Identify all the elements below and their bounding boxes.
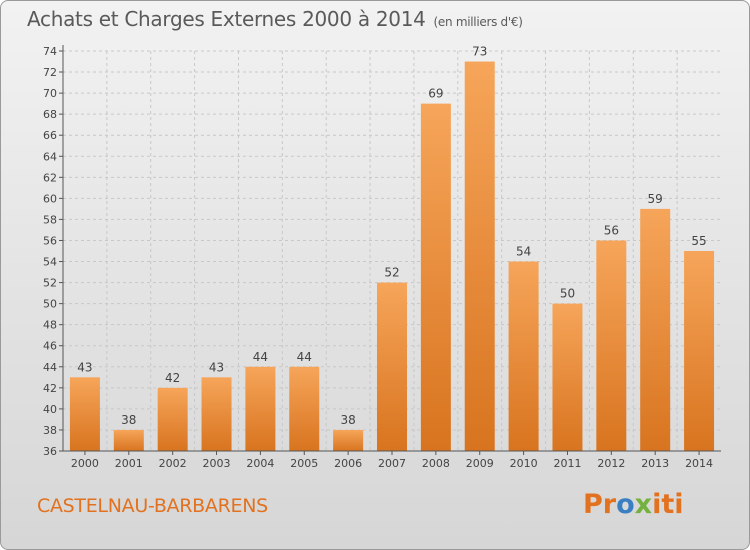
x-tick-label: 2006 [334, 457, 362, 470]
x-tick-label: 2001 [115, 457, 143, 470]
data-label: 42 [165, 371, 180, 385]
logo-part: Pr [583, 489, 617, 520]
bar [69, 377, 100, 451]
y-tick-label: 64 [43, 150, 57, 163]
data-label: 69 [428, 87, 443, 101]
y-tick-label: 68 [43, 108, 57, 121]
data-label: 38 [340, 413, 355, 427]
y-tick-label: 70 [43, 87, 57, 100]
y-tick-label: 48 [43, 319, 57, 332]
x-tick-label: 2000 [71, 457, 99, 470]
x-tick-label: 2012 [597, 457, 625, 470]
bar [508, 261, 539, 451]
bar [552, 303, 583, 451]
bar [377, 282, 407, 451]
data-label: 56 [604, 223, 619, 237]
y-tick-label: 54 [43, 256, 57, 269]
y-tick-label: 38 [43, 424, 57, 437]
logo-part: iti [652, 489, 684, 520]
x-tick-label: 2010 [510, 457, 538, 470]
y-tick-label: 46 [43, 340, 57, 353]
x-tick-label: 2014 [685, 457, 713, 470]
axes: 36 38 40 42 44 46 48 50 52 54 56 58 60 62 64 66 68 70 72 74… [43, 45, 721, 470]
y-tick-label: 62 [43, 171, 57, 184]
x-tick-label: 2011 [553, 457, 581, 470]
bar [596, 240, 627, 451]
y-tick-label: 60 [43, 192, 57, 205]
y-tick-label: 56 [43, 234, 57, 247]
logo-part: x [634, 489, 653, 520]
commune-name: CASTELNAU-BARBARENS [37, 495, 268, 517]
data-label: 54 [516, 245, 531, 259]
x-tick-label: 2008 [422, 457, 450, 470]
y-tick-label: 52 [43, 277, 57, 290]
bar [113, 429, 144, 451]
bar [464, 61, 495, 452]
y-tick-label: 58 [43, 213, 57, 226]
x-tick-label: 2009 [466, 457, 494, 470]
bar [201, 377, 232, 451]
y-tick-label: 50 [43, 298, 57, 311]
y-tick-label: 40 [43, 403, 57, 416]
bar [420, 103, 451, 451]
bar [157, 387, 188, 451]
bar [640, 208, 671, 451]
data-label: 43 [77, 360, 92, 374]
bar [333, 429, 364, 451]
data-label: 55 [691, 234, 706, 248]
y-tick-label: 42 [43, 382, 57, 395]
x-tick-label: 2007 [378, 457, 406, 470]
bar [684, 251, 715, 451]
x-tick-label: 2003 [203, 457, 231, 470]
y-tick-label: 66 [43, 129, 57, 142]
title-text: Achats et Charges Externes 2000 à 2014 [27, 7, 426, 31]
bar [245, 366, 276, 451]
data-label: 44 [253, 350, 268, 364]
data-label: 73 [472, 45, 487, 59]
data-label: 44 [297, 350, 312, 364]
logo-part: o [616, 489, 635, 520]
data-label: 50 [560, 287, 575, 301]
y-tick-label: 36 [43, 445, 57, 458]
x-tick-label: 2004 [246, 457, 274, 470]
chart-title: Achats et Charges Externes 2000 à 2014 (e… [27, 7, 523, 31]
y-tick-label: 72 [43, 66, 57, 79]
bar [289, 366, 320, 451]
x-tick-label: 2013 [641, 457, 669, 470]
y-tick-label: 74 [43, 45, 57, 58]
x-tick-label: 2005 [290, 457, 318, 470]
chart-subtitle: (en milliers d'€) [433, 15, 523, 29]
data-label: 43 [209, 360, 224, 374]
data-labels: 43 38 42 43 44 44 38 52 69 73 54 50 56 59 55 [77, 45, 706, 427]
y-tick-label: 44 [43, 361, 57, 374]
bars [69, 61, 715, 452]
data-label: 59 [648, 192, 663, 206]
proxiti-logo: Proxiti [583, 489, 684, 520]
data-label: 38 [121, 413, 136, 427]
x-tick-label: 2002 [159, 457, 187, 470]
data-label: 52 [384, 266, 399, 280]
